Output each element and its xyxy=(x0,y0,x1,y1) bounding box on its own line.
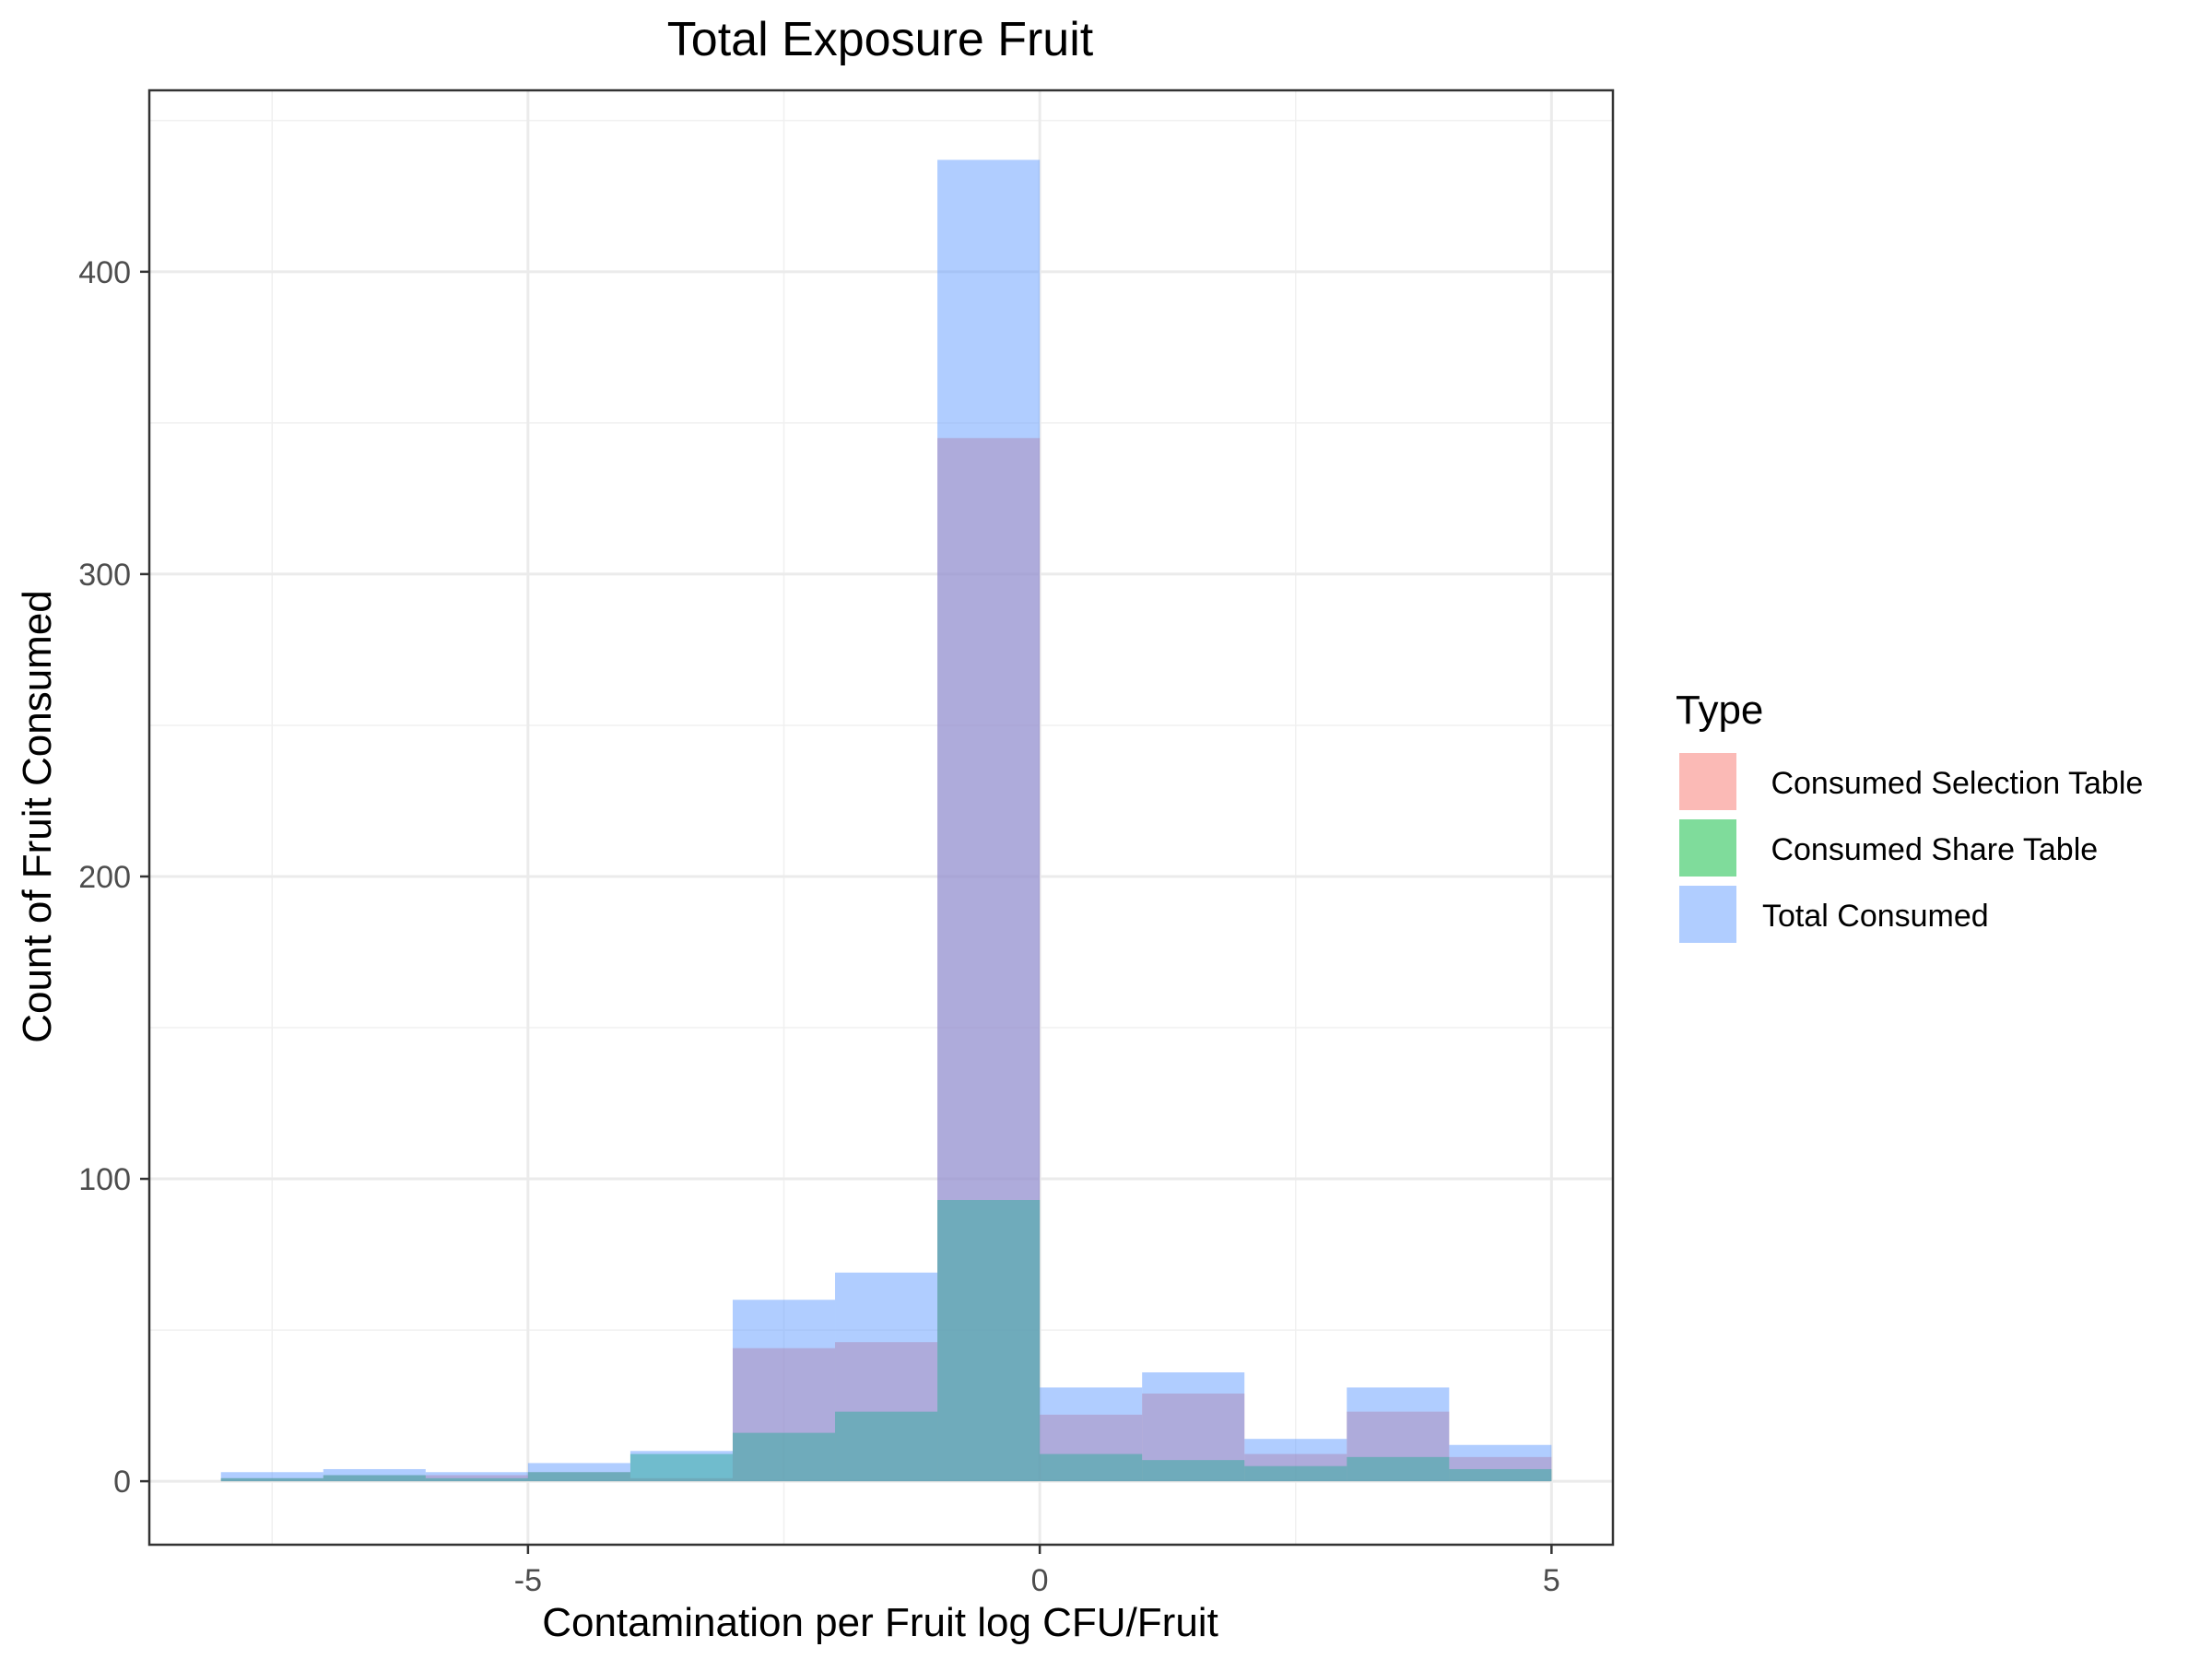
bars xyxy=(220,159,1552,1482)
x-axis-title: Contamination per Fruit log CFU/Fruit xyxy=(542,1600,1218,1645)
legend-swatch xyxy=(1679,886,1736,943)
bar xyxy=(527,1463,630,1482)
bar xyxy=(425,1472,528,1482)
x-tick-label: -5 xyxy=(514,1563,542,1598)
x-tick-label: 0 xyxy=(1031,1563,1049,1598)
legend-label: Total Consumed xyxy=(1762,899,1989,934)
bar xyxy=(732,1300,836,1482)
y-tick-label: 300 xyxy=(78,558,131,593)
legend-item: Total Consumed xyxy=(1677,884,1989,945)
legend-label: Consumed Share Table xyxy=(1762,832,2098,867)
y-axis-title: Count of Fruit Consumed xyxy=(15,590,60,1043)
bar xyxy=(1347,1387,1450,1482)
bar xyxy=(1449,1444,1552,1482)
y-tick-label: 200 xyxy=(78,860,131,895)
legend-items: Consumed Selection Table Consumed Share … xyxy=(1677,751,2143,945)
y-tick-label: 400 xyxy=(78,255,131,290)
bar xyxy=(323,1468,426,1482)
x-axis-ticks: -5 0 5 xyxy=(514,1545,1560,1598)
y-tick-label: 0 xyxy=(113,1465,131,1500)
x-tick-label: 5 xyxy=(1543,1563,1560,1598)
legend-item: Consumed Share Table xyxy=(1677,818,2098,878)
bar xyxy=(1040,1387,1143,1482)
bar xyxy=(629,1451,733,1482)
grid-minor xyxy=(149,90,1613,1545)
legend-swatch xyxy=(1679,819,1736,877)
bar xyxy=(220,1472,324,1482)
legend-title: Type xyxy=(1676,688,1763,733)
y-axis-ticks: 0 100 200 300 400 xyxy=(78,255,149,1500)
legend-item: Consumed Selection Table xyxy=(1677,751,2143,812)
y-tick-label: 100 xyxy=(78,1162,131,1197)
bar xyxy=(1244,1439,1347,1482)
chart-title: Total Exposure Fruit xyxy=(667,13,1094,66)
bar xyxy=(835,1272,938,1482)
legend-swatch xyxy=(1679,753,1736,810)
legend-label: Consumed Selection Table xyxy=(1762,766,2143,801)
legend: Type Consumed Selection Table Consumed S… xyxy=(1676,688,2143,945)
bar xyxy=(937,159,1041,1482)
bar xyxy=(1142,1372,1245,1482)
series-3 xyxy=(220,159,1552,1482)
plot-border xyxy=(147,88,1615,1547)
